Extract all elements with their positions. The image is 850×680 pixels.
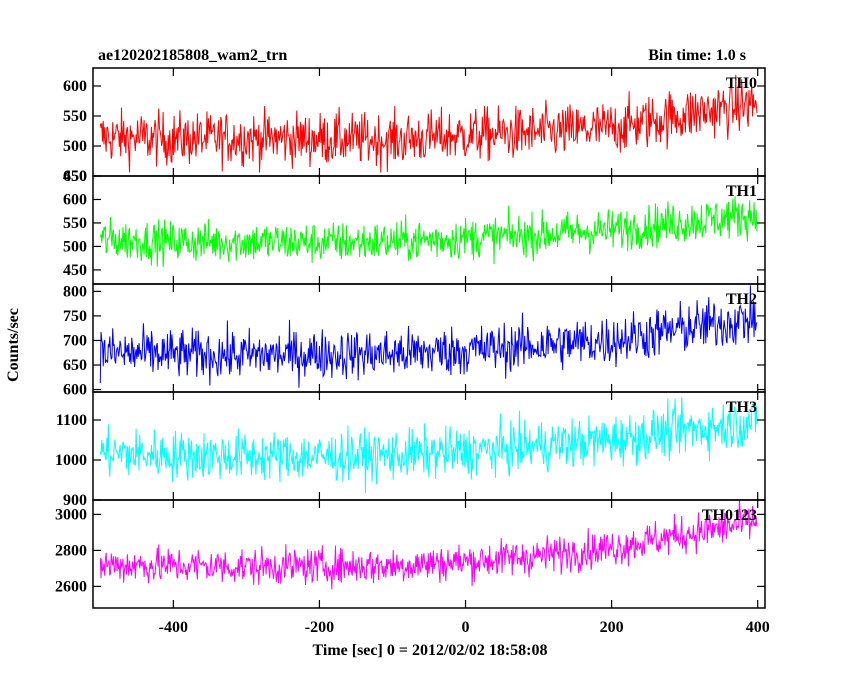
- y-tick-label: 2800: [55, 542, 87, 559]
- y-tick-label: 450: [63, 168, 87, 185]
- x-tick-label: 200: [600, 619, 624, 636]
- y-tick-label: 1000: [55, 452, 87, 469]
- panel-frame: [92, 283, 766, 393]
- y-tick-label: 700: [63, 332, 87, 349]
- y-axis-label: Counts/sec: [5, 308, 22, 382]
- series-line-th0: [99, 74, 758, 173]
- y-tick-label: 900: [63, 492, 87, 509]
- series-line-th2: [99, 285, 758, 388]
- y-tick-label: 500: [63, 238, 87, 255]
- y-tick-label: 600: [63, 382, 87, 399]
- panel-frame: [92, 175, 766, 285]
- x-tick-label: 0: [462, 619, 470, 636]
- x-tick-label: -200: [305, 619, 334, 636]
- y-tick-label: 3000: [55, 506, 87, 523]
- x-tick-label: -400: [159, 619, 188, 636]
- plot-title: ae120202185808_wam2_trn: [98, 47, 287, 64]
- y-tick-label: 1100: [56, 412, 87, 429]
- y-tick-label: 800: [63, 283, 87, 300]
- y-tick-label: 650: [63, 357, 87, 374]
- y-tick-label: 600: [63, 191, 87, 208]
- panel-label-th3: TH3: [726, 399, 757, 416]
- panel-label-th0123: TH0123: [702, 507, 757, 524]
- series-line-th3: [99, 396, 758, 493]
- panel-label-th0: TH0: [726, 75, 757, 92]
- y-tick-label: 750: [63, 308, 87, 325]
- panel-frame: [92, 499, 766, 609]
- x-axis-label: Time [sec] 0 = 2012/02/02 18:58:08: [312, 642, 547, 659]
- y-tick-label: 550: [63, 215, 87, 232]
- panel-th2: 600 650 700 750 800 TH2: [63, 283, 766, 399]
- panel-th0123: 2600 2800 3000 TH0123: [55, 499, 766, 609]
- bin-time-label: Bin time: 1.0 s: [648, 47, 746, 64]
- y-tick-label: 450: [63, 262, 87, 279]
- panel-th3: 900 1000 1100 TH3: [55, 391, 766, 509]
- x-tick-label: 400: [746, 619, 770, 636]
- y-tick-label: 2600: [55, 578, 87, 595]
- series-line-th0123: [99, 500, 758, 590]
- panel-th1: 450 500 550 600 650 TH1: [63, 168, 766, 285]
- y-tick-label: 600: [63, 78, 87, 95]
- y-tick-label: 650: [63, 168, 87, 185]
- x-axis: -400 -200 0 200 400: [159, 619, 770, 636]
- y-tick-label: 550: [63, 108, 87, 125]
- panel-label-th1: TH1: [726, 183, 757, 200]
- series-line-th1: [99, 196, 758, 268]
- panel-label-th2: TH2: [726, 291, 757, 308]
- y-tick-label: 500: [63, 138, 87, 155]
- panel-th0: 450 500 550 600 TH0: [63, 67, 766, 185]
- panels: 450 500 550 600 TH0 450 500 550 600 650 TH1 600 650 7…: [55, 67, 766, 609]
